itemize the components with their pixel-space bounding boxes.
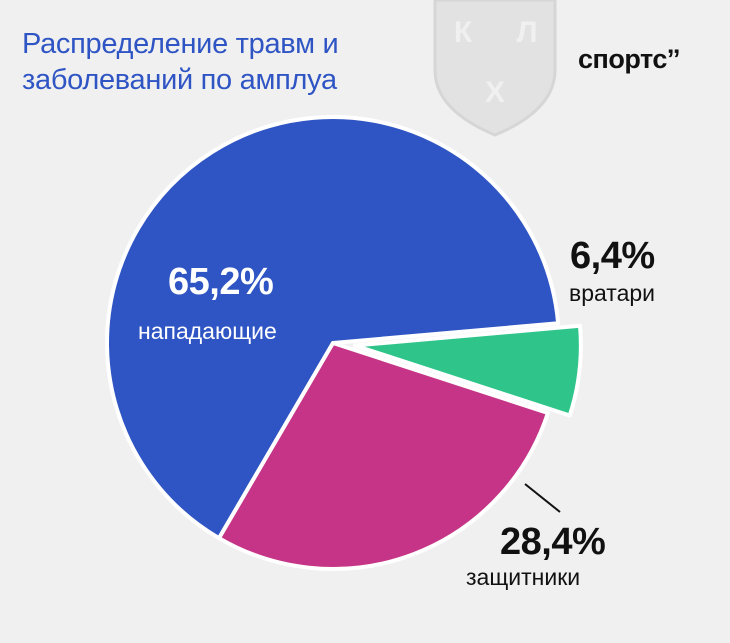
value-label-goalies: 6,4% bbox=[570, 235, 655, 277]
leader-line-defenders bbox=[524, 483, 561, 513]
watermark-letter-3: Х bbox=[485, 76, 505, 109]
chart-title: Распределение травм и заболеваний по амп… bbox=[22, 28, 339, 96]
pie-slice-defenders bbox=[217, 341, 550, 571]
value-label-forwards: 65,2% bbox=[168, 261, 274, 303]
watermark-letter-2: Л bbox=[516, 16, 537, 49]
category-label-goalies: вратари bbox=[569, 280, 656, 306]
pie-slice-goalies bbox=[352, 323, 583, 418]
brand-logo: спортс’’ bbox=[578, 44, 680, 74]
pie-slice-forwards bbox=[105, 115, 561, 541]
category-label-defenders: защитники bbox=[466, 564, 581, 590]
category-label-forwards: нападающие bbox=[138, 318, 277, 344]
watermark-letter-1: К bbox=[454, 16, 473, 49]
khl-logo-watermark: К Л Х bbox=[433, 0, 557, 137]
value-label-defenders: 28,4% bbox=[500, 521, 606, 563]
